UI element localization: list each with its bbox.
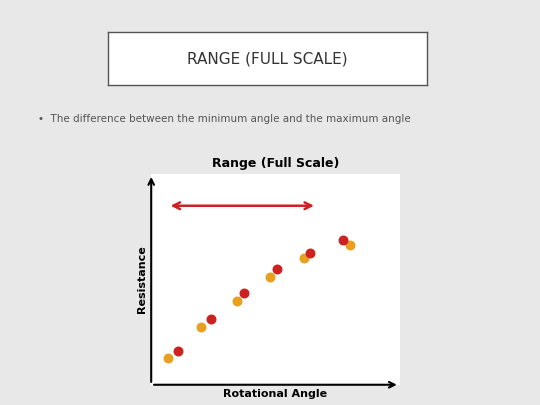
Point [206,316,215,322]
Point [164,355,172,362]
Title: Range (Full Scale): Range (Full Scale) [212,157,339,170]
Point [306,250,314,256]
Point [173,347,182,354]
X-axis label: Rotational Angle: Rotational Angle [224,389,327,399]
Text: RANGE (FULL SCALE): RANGE (FULL SCALE) [187,51,348,66]
Y-axis label: Resistance: Resistance [137,245,147,313]
Point [197,324,205,330]
Text: •  The difference between the minimum angle and the maximum angle: • The difference between the minimum ang… [38,115,410,124]
Point [273,266,281,272]
Point [346,242,354,248]
Point [266,274,275,280]
Point [299,255,308,262]
Point [240,289,248,296]
Point [339,237,348,243]
Point [233,297,241,304]
